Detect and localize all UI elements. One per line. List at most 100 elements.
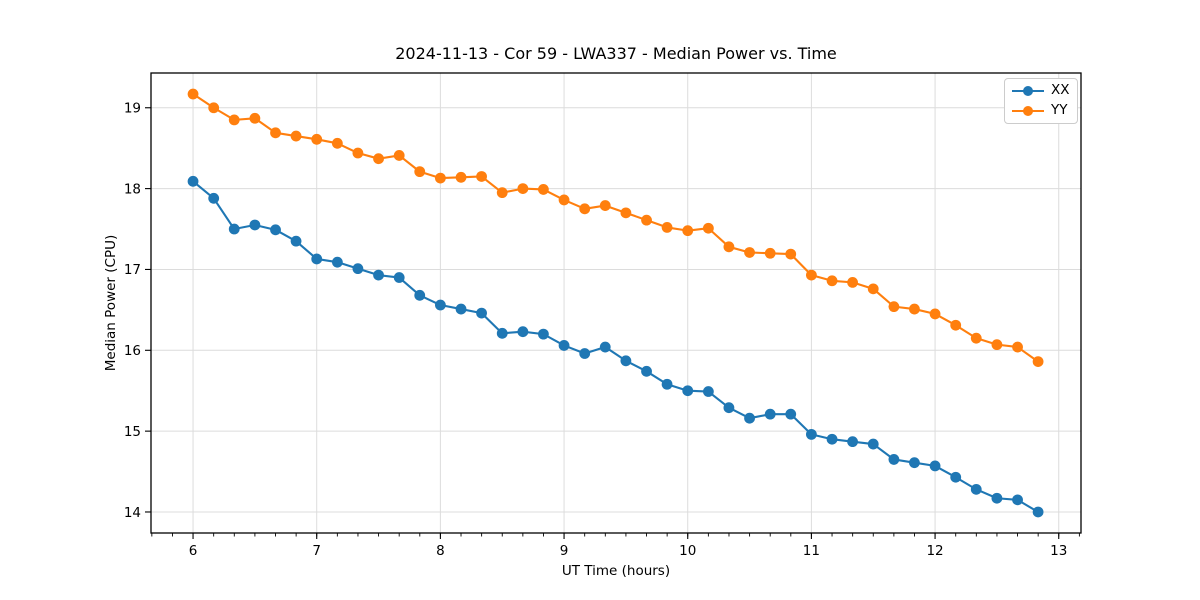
data-point — [764, 247, 776, 259]
x-tick-label: 12 — [926, 543, 943, 559]
data-point — [476, 307, 487, 319]
data-point — [373, 269, 384, 281]
data-point — [929, 308, 941, 320]
data-point — [558, 340, 570, 351]
data-point — [805, 428, 817, 440]
data-point — [455, 303, 467, 315]
data-point — [496, 327, 508, 339]
data-point — [414, 166, 426, 178]
x-tick-label: 11 — [803, 543, 820, 559]
data-point — [847, 276, 858, 288]
data-point — [826, 433, 838, 445]
x-tick-label: 9 — [560, 543, 569, 559]
data-point — [620, 207, 632, 219]
data-point — [847, 436, 858, 448]
data-point — [290, 235, 302, 247]
data-point — [991, 339, 1003, 351]
data-point — [270, 127, 281, 139]
data-point — [290, 130, 302, 142]
data-point — [270, 224, 281, 236]
data-point — [434, 172, 446, 184]
data-point — [434, 299, 446, 311]
data-point — [187, 88, 199, 100]
x-tick-label: 7 — [312, 543, 321, 559]
legend-item-yy: YY — [1012, 101, 1070, 121]
legend: XX YY — [1004, 78, 1078, 124]
legend-line-marker-xx — [1012, 86, 1044, 96]
data-point — [393, 272, 405, 283]
data-point — [641, 365, 652, 377]
data-point — [744, 412, 755, 424]
data-point — [393, 150, 405, 161]
legend-item-xx: XX — [1012, 81, 1070, 101]
data-point — [867, 438, 879, 450]
data-point — [558, 194, 570, 206]
data-point — [208, 192, 220, 204]
data-point — [208, 102, 220, 114]
data-point — [538, 328, 549, 340]
data-point — [579, 348, 591, 359]
data-point — [929, 460, 941, 472]
x-axis-label: UT Time (hours) — [561, 563, 671, 579]
data-point — [805, 269, 817, 281]
data-point — [909, 303, 920, 315]
data-point — [476, 171, 487, 182]
data-point — [702, 386, 714, 397]
data-point — [249, 219, 261, 231]
data-point — [867, 283, 879, 295]
data-point — [991, 492, 1003, 504]
data-point — [702, 222, 714, 234]
y-tick-label: 15 — [124, 424, 141, 440]
data-point — [950, 471, 962, 483]
legend-label-yy: YY — [1051, 102, 1068, 119]
chart-title: 2024-11-13 - Cor 59 - LWA337 - Median Po… — [395, 44, 837, 63]
y-tick-label: 18 — [124, 181, 141, 197]
x-tick-label: 10 — [679, 543, 696, 559]
data-point — [661, 222, 673, 233]
data-point — [888, 301, 900, 313]
x-tick-label: 8 — [436, 543, 445, 559]
y-tick-label: 14 — [124, 505, 141, 521]
data-point — [723, 241, 735, 253]
data-point — [641, 214, 652, 226]
series-xx — [187, 175, 1044, 518]
data-point — [331, 256, 343, 268]
data-point — [599, 200, 611, 211]
series-yy — [187, 88, 1044, 368]
data-point — [682, 225, 694, 237]
data-point — [744, 247, 755, 258]
gridlines — [151, 73, 1081, 533]
axes-frame — [150, 72, 1082, 534]
data-point — [228, 114, 240, 126]
data-point — [352, 147, 364, 159]
data-point — [826, 275, 838, 287]
legend-line-marker-yy — [1012, 106, 1044, 116]
data-point — [331, 137, 343, 149]
data-point — [538, 184, 549, 195]
data-point — [661, 378, 673, 390]
data-point — [579, 203, 591, 215]
data-point — [620, 355, 632, 367]
y-tick-label: 16 — [124, 343, 141, 359]
ticks — [145, 107, 1080, 539]
data-point — [249, 112, 261, 124]
data-point — [1012, 341, 1023, 353]
data-point — [1032, 506, 1044, 518]
legend-label-xx: XX — [1051, 82, 1070, 99]
data-point — [311, 133, 323, 145]
data-point — [228, 223, 240, 235]
data-point — [909, 457, 920, 469]
data-point — [682, 385, 694, 397]
tick-labels: 6 7 8 9 10 11 12 13 14 15 16 17 18 19 — [124, 101, 1068, 559]
x-tick-label: 13 — [1050, 543, 1067, 559]
data-point — [785, 248, 797, 260]
data-point — [352, 263, 364, 275]
data-point — [1032, 356, 1044, 368]
data-point — [517, 326, 529, 338]
x-tick-label: 6 — [189, 543, 198, 559]
y-tick-label: 17 — [124, 262, 141, 278]
data-point — [888, 454, 900, 465]
data-point — [950, 319, 962, 331]
data-point — [311, 253, 323, 265]
